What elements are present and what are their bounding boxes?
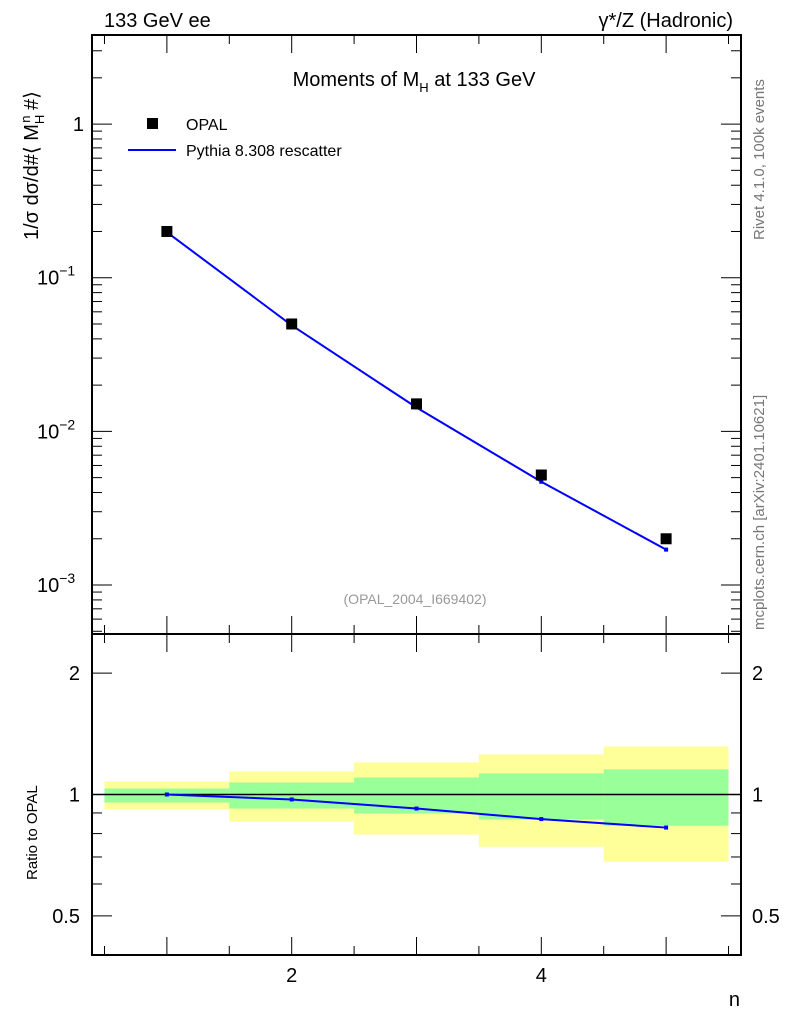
ratio-point	[289, 797, 294, 802]
ratio-y-tick-label-right: 1	[752, 785, 763, 807]
ratio-point	[164, 792, 169, 797]
legend-opal-marker	[147, 118, 158, 129]
legend-pythia-label: Pythia 8.308 rescatter	[186, 143, 342, 160]
ratio-point	[414, 806, 419, 811]
pythia-line	[166, 231, 667, 551]
ratio-y-axis-label: Ratio to OPAL	[24, 785, 41, 880]
ratio-point	[539, 817, 544, 822]
axes: 2 4 1 10−1 10−2 10−3 2 2 1 1 0.5 0.5	[37, 34, 780, 987]
header-left: 133 GeV ee	[104, 10, 211, 32]
plot-marks	[161, 225, 672, 830]
legend: OPAL Pythia 8.308 rescatter	[128, 117, 342, 160]
chart-title: Moments of MH at 133 GeV	[293, 69, 536, 95]
analysis-watermark: (OPAL_2004_I669402)	[344, 591, 487, 607]
opal-point	[411, 398, 422, 410]
header-right: γ*/Z (Hadronic)	[599, 10, 733, 32]
opal-point	[535, 469, 547, 481]
x-tick-label: 4	[536, 965, 547, 987]
opal-point	[660, 533, 672, 545]
x-tick-label: 2	[286, 965, 297, 987]
ratio-point	[664, 825, 669, 830]
rivet-version-label: Rivet 4.1.0, 100k events	[751, 79, 768, 240]
ratio-band-stat	[229, 782, 355, 809]
ratio-y-tick-label-right: 2	[752, 663, 763, 685]
y-axis-label: 1/σ dσ/d#⟨ MHn #⟩	[18, 91, 47, 240]
y-tick-label: 10−3	[37, 570, 75, 597]
mcplots-label: mcplots.cern.ch [arXiv:2401.10621]	[751, 395, 768, 630]
legend-opal-label: OPAL	[186, 117, 228, 134]
y-tick-label: 10−2	[37, 416, 75, 443]
ratio-band-stat	[603, 769, 729, 826]
y-tick-label: 10−1	[37, 263, 75, 290]
opal-point	[161, 225, 173, 237]
ratio-y-tick-label-left: 2	[69, 663, 80, 685]
ratio-y-tick-label-right: 0.5	[752, 906, 780, 928]
ratio-band-stat	[478, 773, 604, 820]
y-tick-label: 1	[73, 114, 84, 136]
ratio-y-tick-label-left: 1	[69, 785, 80, 807]
opal-point	[286, 318, 298, 330]
ratio-bands	[92, 746, 741, 862]
pythia-point	[539, 479, 544, 484]
x-axis-label: n	[729, 989, 740, 1011]
ratio-y-tick-label-left: 0.5	[52, 906, 80, 928]
pythia-point	[664, 547, 669, 552]
